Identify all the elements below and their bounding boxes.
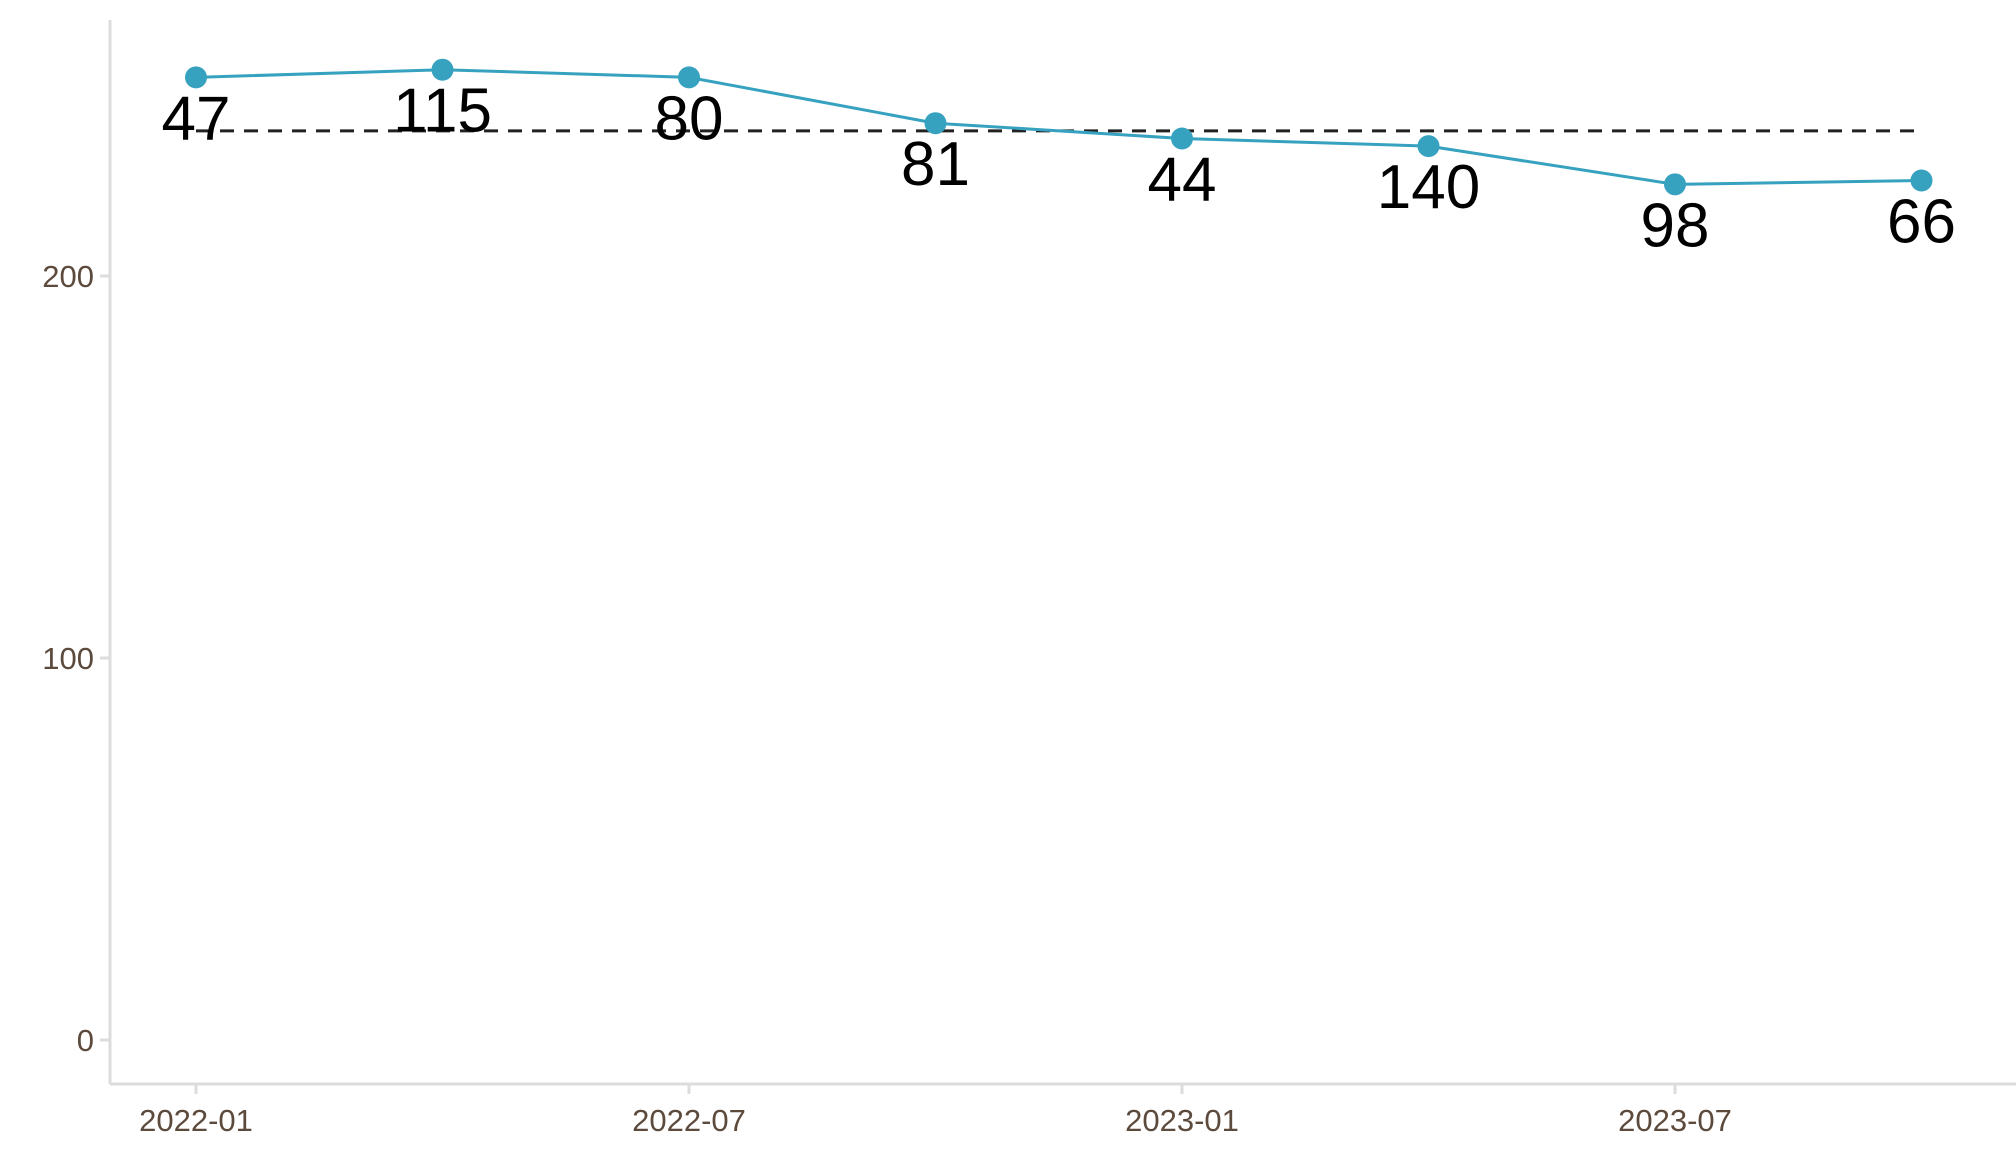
data-label: 98 [1641, 191, 1710, 260]
x-tick-label: 2022-07 [632, 1103, 746, 1138]
data-point [924, 112, 947, 135]
data-point [1910, 169, 1933, 192]
x-tick-label: 2023-07 [1618, 1103, 1732, 1138]
y-tick-label: 200 [42, 259, 94, 294]
series-line [195, 68, 1922, 186]
x-tick-label: 2022-01 [139, 1103, 253, 1138]
data-point [678, 66, 700, 89]
series-layer [185, 58, 1933, 196]
data-point [1664, 173, 1686, 196]
data-point [1171, 127, 1193, 150]
data-point [1417, 135, 1440, 158]
data-point [185, 66, 207, 89]
data-point [431, 58, 454, 81]
data-label: 140 [1377, 153, 1480, 222]
x-tick-label: 2023-01 [1125, 1103, 1239, 1138]
data-label: 81 [901, 130, 970, 199]
y-tick-label: 0 [77, 1023, 94, 1058]
data-label: 44 [1148, 145, 1217, 214]
data-label: 66 [1887, 188, 1956, 257]
data-label: 80 [655, 84, 724, 153]
axes: 0 100 200 2022-01 2022-07 2023-01 2023-07 [42, 20, 2016, 1138]
data-label: 115 [393, 77, 492, 146]
y-tick-label: 100 [42, 641, 94, 676]
data-labels-layer: 47 115 80 81 44 140 98 66 [162, 77, 1956, 261]
data-label: 47 [162, 84, 231, 153]
